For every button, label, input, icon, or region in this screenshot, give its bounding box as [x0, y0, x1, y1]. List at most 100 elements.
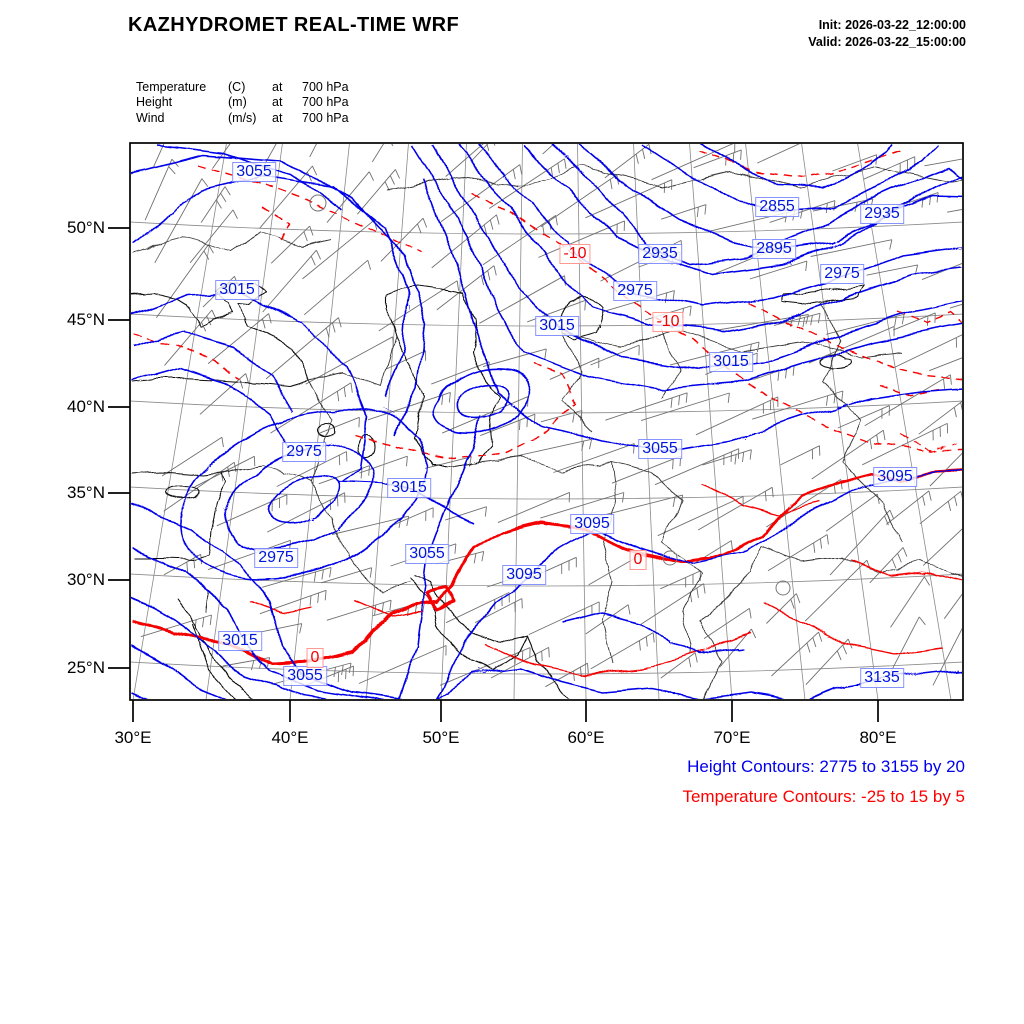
temperature-contour-label: 0 [629, 550, 647, 570]
wind-barb [474, 598, 523, 624]
wind-barb [780, 445, 821, 466]
wind-barb [585, 604, 631, 635]
wind-barb [380, 217, 428, 262]
meridian-line [440, 144, 467, 699]
x-axis-label: 60°E [567, 728, 605, 747]
wind-barb [424, 456, 472, 469]
wind-barb [439, 647, 531, 686]
legend-line-wind: Wind (m/s) at 700 hPa [136, 110, 349, 125]
wind-barb [702, 449, 752, 466]
wind-barb [752, 390, 844, 420]
caspian-sea-coast [385, 283, 499, 465]
wind-barb [212, 144, 231, 169]
wind-barb [542, 144, 555, 155]
wind-barb [837, 405, 890, 429]
lake-issyk-kul [816, 353, 850, 367]
height-contour-label: 3095 [570, 514, 614, 534]
lake-urmia [355, 431, 373, 457]
wind-barb [605, 392, 688, 421]
temperature-contours-note: Temperature Contours: -25 to 15 by 5 [682, 787, 965, 806]
height-contour-label: 2975 [254, 548, 298, 568]
wind-barb [216, 494, 288, 527]
meridian-line [857, 144, 952, 699]
x-axis-label: 40°E [271, 728, 309, 747]
wind-barb [265, 317, 342, 380]
wind-barb [431, 361, 490, 385]
lake-balkhash [780, 283, 864, 303]
wind-barb [497, 491, 570, 524]
wind-barb [749, 260, 808, 280]
legend-line-temperature: Temperature (C) at 700 hPa [136, 80, 349, 94]
wind-barb [194, 455, 256, 488]
height-contour-label: 2935 [638, 244, 682, 264]
valid-time: Valid: 2026-03-22_15:00:00 [808, 35, 966, 49]
cyprus-island [163, 483, 199, 497]
wind-barb [697, 486, 774, 531]
y-axis-label: 30°N [67, 570, 105, 589]
wind-barb [276, 451, 348, 487]
wind-barb [804, 559, 871, 622]
wind-barb [660, 652, 698, 679]
wind-barb [309, 144, 317, 158]
x-axis-label: 30°E [114, 728, 152, 747]
wind-barb [207, 313, 272, 364]
wind-barb [753, 365, 795, 381]
wind-barb [640, 583, 706, 625]
wind-barb [525, 556, 577, 581]
wind-barb [703, 608, 752, 639]
y-axis-label: 45°N [67, 310, 105, 329]
field-legend: Temperature (C) at 700 hPa Height (m) at 700 h… [136, 80, 349, 126]
parallel-line [131, 400, 962, 414]
wind-barb [811, 429, 886, 480]
wind-barb [590, 632, 655, 670]
positive-isotherms [249, 481, 962, 673]
wind-barb [886, 490, 932, 525]
wind-barb [470, 144, 489, 162]
height-contour-label: 2975 [282, 442, 326, 462]
wind-barb [693, 149, 742, 169]
wind-barb [651, 144, 736, 181]
wind-barb [882, 192, 939, 212]
wind-barb [918, 400, 962, 435]
wind-barb [321, 567, 373, 584]
wind-barb [222, 657, 271, 671]
wind-barb [378, 280, 460, 332]
x-axis-label: 50°E [422, 728, 460, 747]
y-axis-label: 35°N [67, 483, 105, 502]
wind-barb [528, 601, 600, 636]
meridian-line [132, 144, 227, 699]
wind-barb [163, 553, 202, 576]
wind-barb [318, 465, 370, 485]
wind-barb [270, 382, 353, 434]
wind-barb [717, 314, 809, 331]
wind-barb [317, 416, 360, 435]
x-axis-label: 80°E [859, 728, 897, 747]
page-title: KAZHYDROMET REAL-TIME WRF [128, 14, 460, 36]
wind-barb [538, 220, 625, 258]
height-contour-label: 2895 [752, 239, 796, 259]
wind-barb [932, 627, 962, 686]
wind-barb [480, 413, 536, 437]
wind-barb [445, 506, 487, 521]
wind-barb [929, 452, 962, 487]
wind-barb [553, 443, 635, 473]
station-circle [775, 580, 791, 596]
wind-barb [829, 509, 895, 576]
height-contour-label: 3135 [860, 668, 904, 688]
wind-barb [488, 158, 567, 209]
wind-barb [140, 614, 212, 638]
wind-barb [164, 309, 217, 366]
wind-barb [445, 144, 496, 177]
wind-barb [540, 492, 625, 519]
wind-barb [163, 461, 237, 512]
height-contour-label: 2935 [860, 204, 904, 224]
parallel-line [131, 221, 962, 235]
y-axis-label: 40°N [67, 397, 105, 416]
y-axis-label: 25°N [67, 658, 105, 677]
parallel-line [131, 661, 962, 675]
run-info: Init: 2026-03-22_12:00:00 Valid: 2026-03… [808, 17, 966, 51]
wind-barb [943, 593, 962, 619]
wind-barb [866, 264, 919, 276]
wind-barb [259, 589, 327, 615]
